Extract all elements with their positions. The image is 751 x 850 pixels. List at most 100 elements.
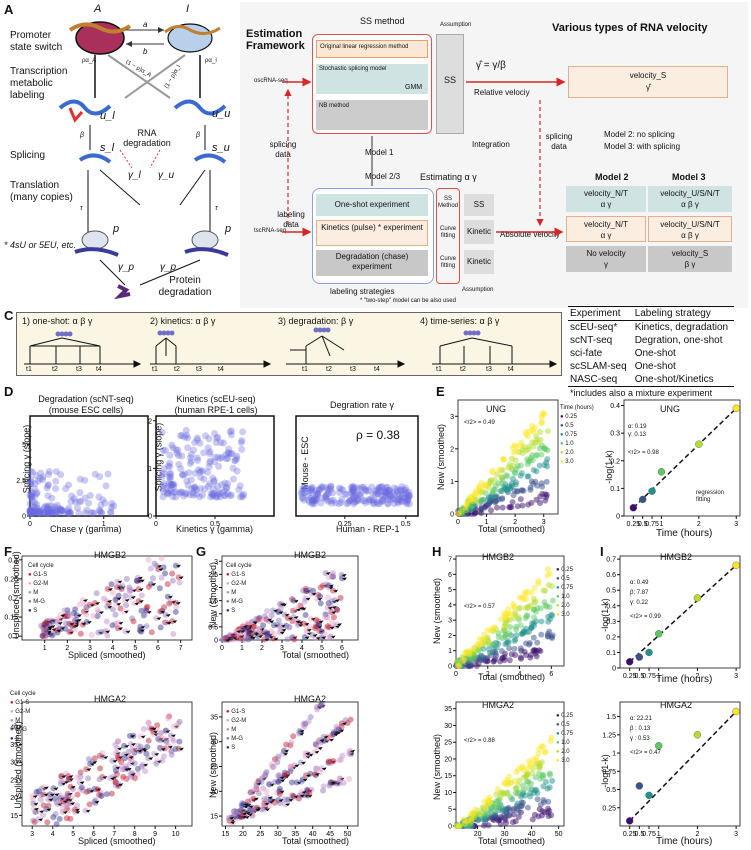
legend-title: Cell cycle xyxy=(10,691,36,697)
data-point xyxy=(158,428,166,436)
velocity-arrow xyxy=(49,793,55,797)
y-tick-label: 0.2 xyxy=(610,458,620,465)
data-point xyxy=(220,439,228,447)
data-point xyxy=(538,631,545,638)
x-tick-label: 15 xyxy=(222,831,230,838)
data-point xyxy=(377,483,385,491)
table-row: NASC-seq One-shot/Kinetics xyxy=(568,373,735,387)
data-point xyxy=(27,488,35,496)
velocity-arrow xyxy=(57,802,63,806)
velocity-arrow xyxy=(51,628,57,632)
table-cell: scNT-seq xyxy=(570,335,613,346)
data-point xyxy=(32,472,40,480)
velocity-arrow xyxy=(227,636,233,640)
velocity-arrow xyxy=(107,588,113,592)
data-point xyxy=(158,574,165,581)
y-tick-label: 0.4 xyxy=(610,403,620,410)
data-point xyxy=(305,718,312,725)
data-point xyxy=(405,492,413,500)
kinetic-box-1: Kinetic xyxy=(464,220,494,244)
y-tick-label: 35 xyxy=(444,706,452,713)
data-point xyxy=(334,780,341,787)
data-point xyxy=(322,611,329,618)
data-point xyxy=(33,507,41,515)
data-point xyxy=(205,435,213,443)
data-point xyxy=(401,494,409,502)
data-point xyxy=(28,509,36,517)
promoter-state-a: A xyxy=(94,3,102,15)
data-point xyxy=(308,786,315,793)
data-point xyxy=(384,495,392,503)
data-point xyxy=(163,738,170,745)
data-point xyxy=(57,792,64,799)
x-tick-label: 5 xyxy=(320,645,324,652)
data-point xyxy=(224,490,232,498)
data-point xyxy=(183,431,191,439)
data-point xyxy=(186,491,194,499)
velocity-arrow xyxy=(117,586,123,590)
data-point xyxy=(353,495,361,503)
data-point xyxy=(260,622,267,629)
velocity-arrow xyxy=(69,622,75,626)
velocity-arrow xyxy=(153,733,159,737)
data-point xyxy=(107,509,115,517)
data-point xyxy=(233,455,241,463)
data-point xyxy=(353,484,361,492)
species-s-l: s_l xyxy=(100,142,115,154)
table-cell: One-shot xyxy=(634,348,676,359)
velocity-arrow xyxy=(267,618,273,622)
x-tick-label: 3 xyxy=(542,519,546,526)
data-point xyxy=(208,490,216,498)
data-point xyxy=(302,720,309,727)
data-point xyxy=(300,489,308,497)
stage-splicing: Splicing xyxy=(10,150,46,161)
data-point xyxy=(321,630,328,637)
data-point xyxy=(62,620,69,627)
data-point xyxy=(515,813,522,820)
data-point xyxy=(300,483,308,491)
data-point xyxy=(47,508,55,516)
data-point xyxy=(58,778,65,785)
data-point xyxy=(514,488,521,495)
data-point xyxy=(519,487,526,494)
data-point xyxy=(158,470,166,478)
data-point xyxy=(253,615,260,622)
velocity-arrow xyxy=(335,625,341,629)
c2-t2: t2 xyxy=(174,366,180,373)
stage-promoter: Promoter state switch xyxy=(10,30,63,53)
g1-xlabel: Total (smoothed) xyxy=(282,650,350,660)
data-point xyxy=(380,487,388,495)
velocity-arrow xyxy=(339,777,345,781)
x-tick-label: 3 xyxy=(30,831,34,838)
data-point xyxy=(98,509,106,517)
gamma-p-left: γ_p xyxy=(118,262,135,273)
data-point xyxy=(276,772,283,779)
data-point xyxy=(43,509,51,517)
velocity-arrow xyxy=(130,596,136,600)
c3-t1: t1 xyxy=(302,366,308,373)
data-point xyxy=(318,494,326,502)
data-point xyxy=(337,594,344,601)
data-point xyxy=(327,486,335,494)
data-point xyxy=(302,585,309,592)
data-point xyxy=(149,575,156,582)
data-point xyxy=(91,755,98,762)
data-point xyxy=(249,807,256,814)
data-point xyxy=(164,581,171,588)
velocity-arrow xyxy=(329,626,335,630)
data-point xyxy=(43,620,50,627)
data-point xyxy=(549,777,556,784)
data-point xyxy=(214,453,222,461)
data-point xyxy=(219,636,226,643)
various-velocity-title: Various types of RNA velocity xyxy=(552,22,708,34)
legend-item: ● G1-S xyxy=(226,709,246,715)
d3-title: Degration rate γ xyxy=(329,400,395,410)
data-point xyxy=(645,648,653,657)
data-point xyxy=(145,583,152,590)
velocity-arrow xyxy=(158,568,164,572)
data-point xyxy=(283,622,290,629)
data-point xyxy=(209,491,217,499)
data-point xyxy=(300,496,308,504)
data-point xyxy=(333,606,340,613)
gamma-p-right: γ_p xyxy=(160,262,177,273)
